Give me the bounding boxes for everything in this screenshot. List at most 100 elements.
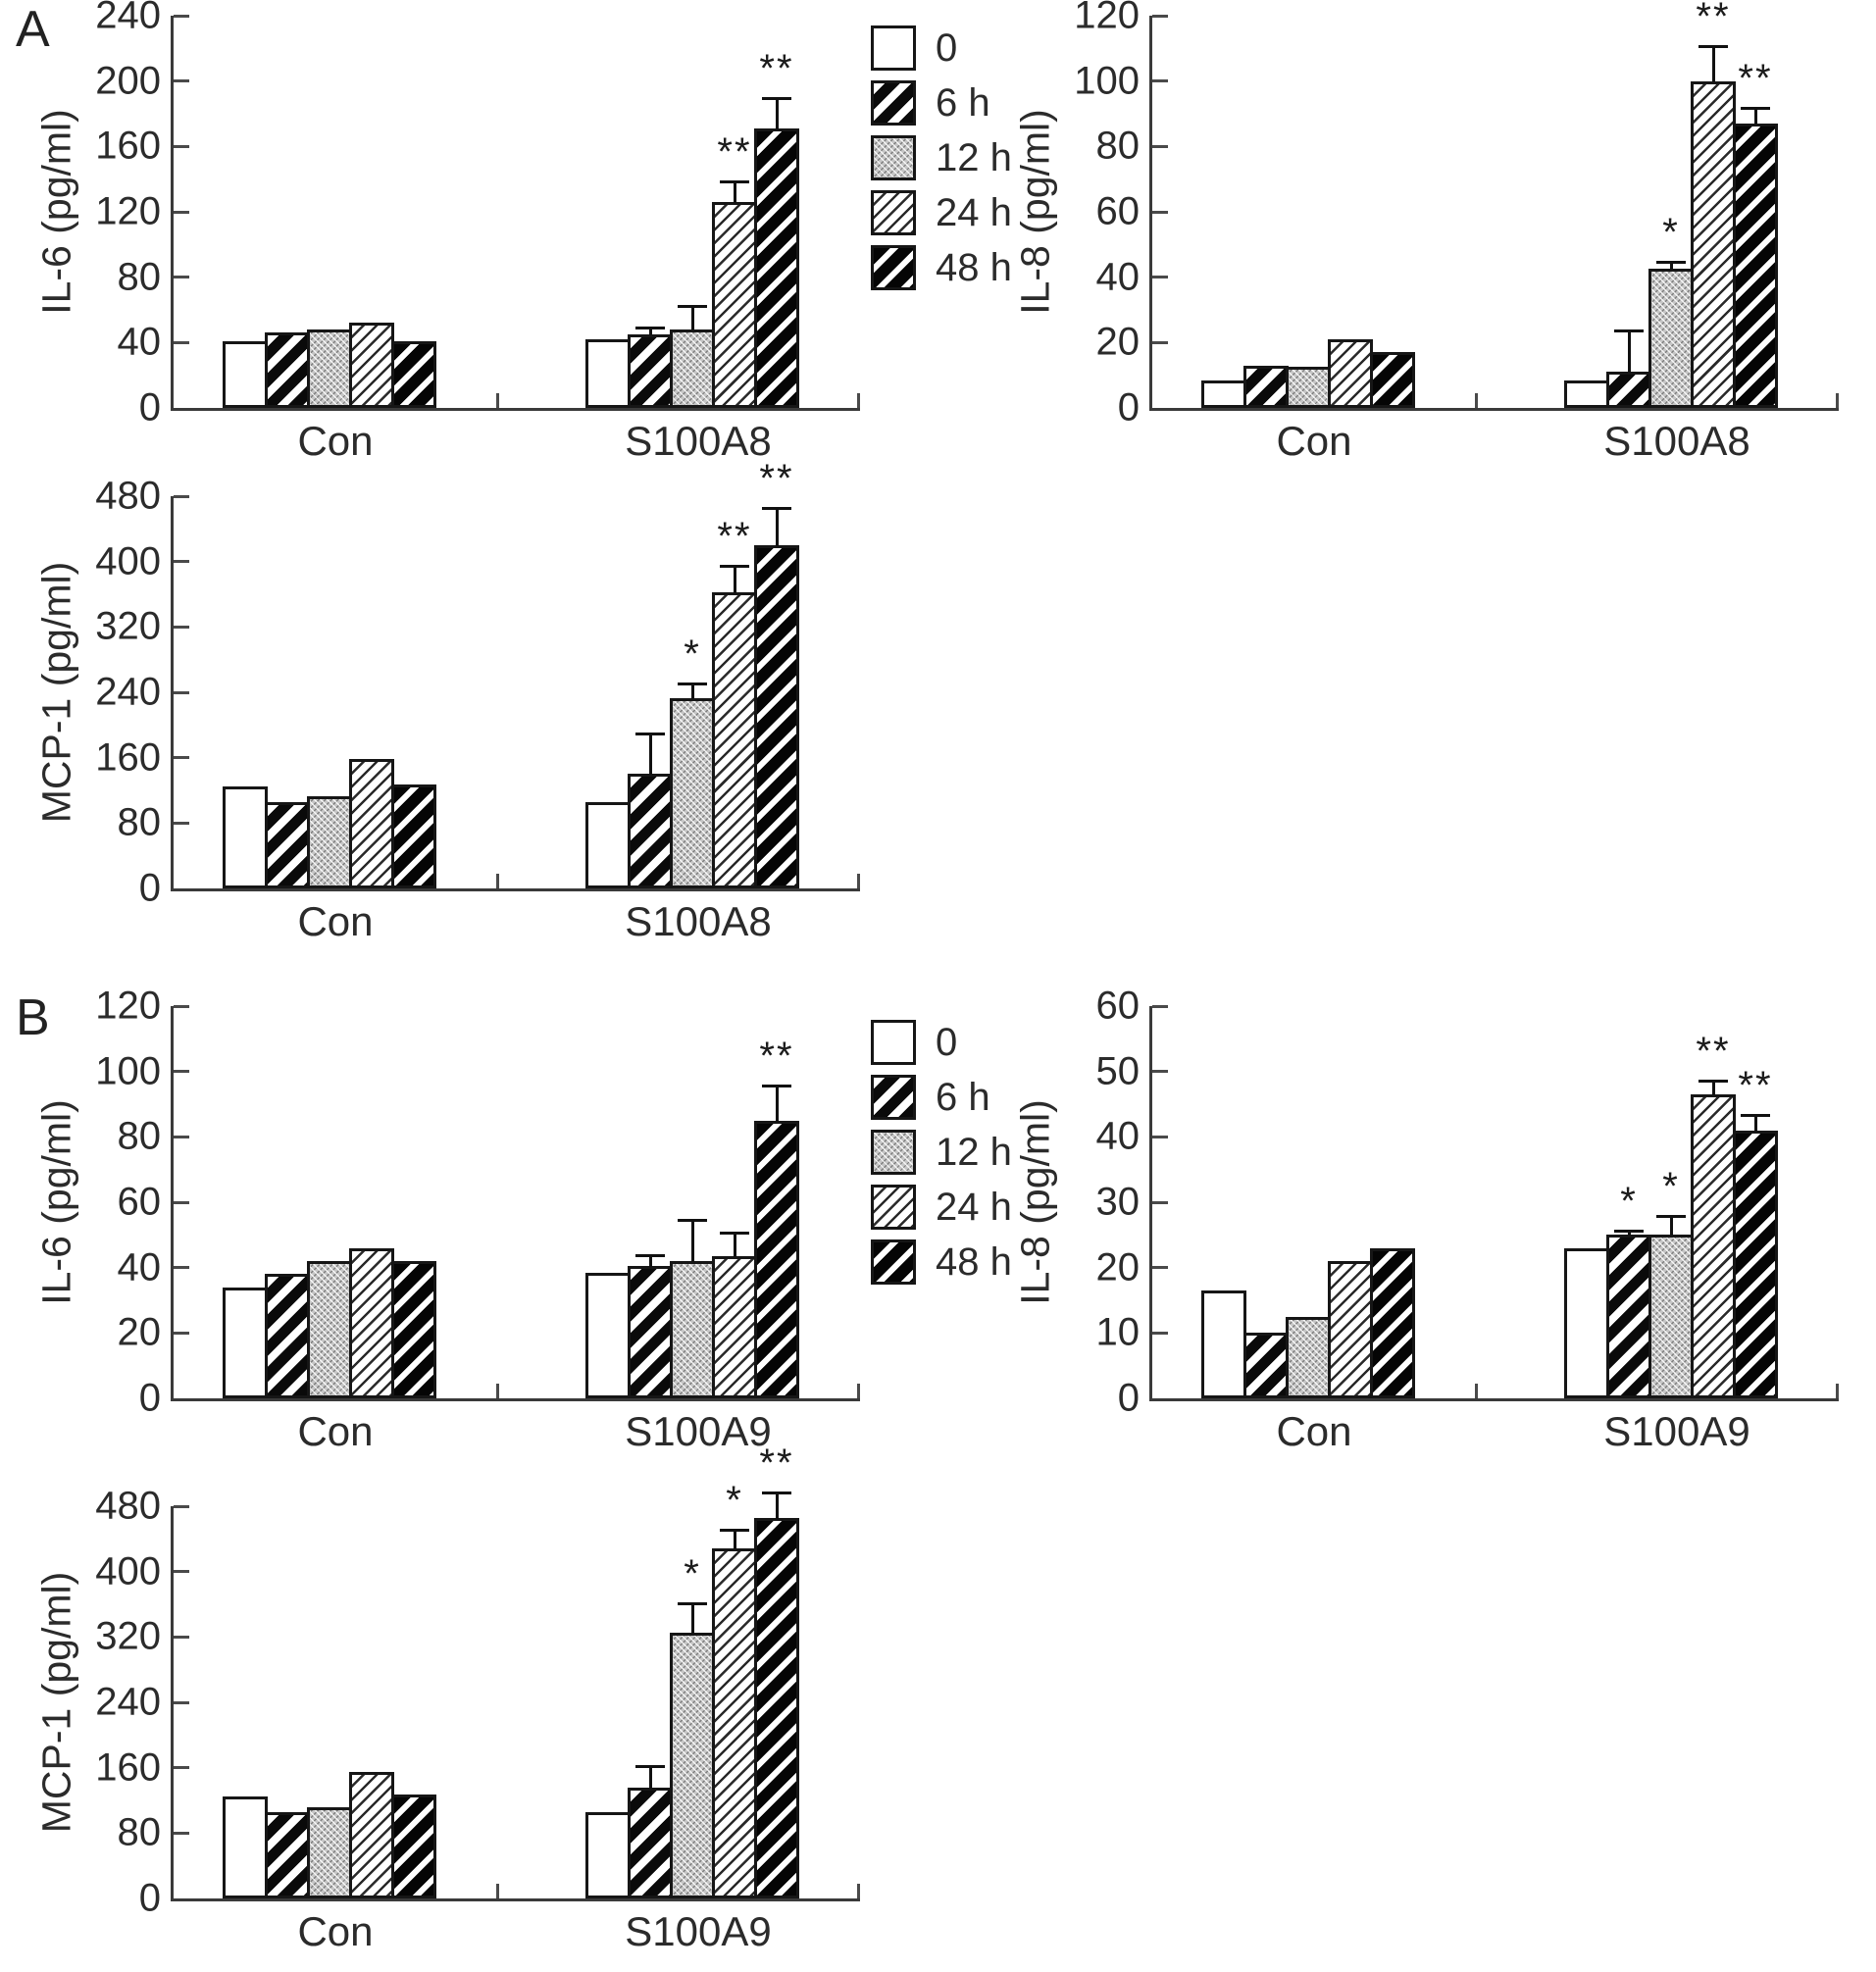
- y-tick-label: 100: [1074, 59, 1140, 103]
- error-bar-cap: [678, 683, 707, 685]
- group-label-con: Con: [297, 1408, 374, 1454]
- legend-swatch-pat-12: [871, 135, 916, 180]
- error-bar-cap: [635, 1765, 665, 1768]
- y-tick-label: 160: [95, 1745, 161, 1790]
- significance-marker: **: [1696, 0, 1731, 38]
- bar-con-0: [1201, 380, 1246, 408]
- bar-s100a8-24h: [712, 592, 757, 888]
- plot-area: Con ** S100A9: [171, 1004, 860, 1454]
- bar-s100a9-48h: [1733, 1131, 1778, 1398]
- x-tick-mark: [857, 874, 860, 888]
- y-tick-mark: [1152, 1331, 1168, 1335]
- bar-con-12h: [307, 796, 352, 888]
- y-tick-label: 120: [95, 984, 161, 1028]
- bar-con-0: [223, 786, 268, 888]
- bar-con-0: [223, 1288, 268, 1398]
- y-tick-mark: [174, 340, 189, 344]
- bar-s100a8-12h: [670, 329, 715, 408]
- error-bar-stem: [1753, 107, 1757, 125]
- bar-con-24h: [349, 1772, 394, 1898]
- legend-label: 12 h: [936, 1130, 1012, 1174]
- legend-label: 0: [936, 25, 958, 70]
- bar-s100a9-6h: [628, 1788, 673, 1898]
- bar-s100a9-0: [585, 1273, 631, 1398]
- bar-con-48h: [391, 784, 436, 888]
- y-axis-labels: 0 10 20 30 40 50 60: [1063, 985, 1149, 1420]
- error-bar-stem: [648, 1765, 652, 1789]
- y-tick-mark: [1152, 1266, 1168, 1270]
- legend-item: 6 h: [871, 80, 1012, 126]
- y-axis-title: MCP-1 (pg/ml): [33, 1571, 79, 1834]
- x-tick-mark: [1836, 393, 1839, 408]
- y-tick-mark: [174, 1135, 189, 1138]
- y-tick-mark: [174, 756, 189, 760]
- legend-label: 6 h: [936, 80, 990, 125]
- y-tick-label: 0: [138, 1376, 161, 1420]
- x-tick-mark: [857, 393, 860, 408]
- bar-con-48h: [1370, 1248, 1415, 1398]
- error-bar-stem: [775, 507, 779, 546]
- group-label-s100a8: S100A8: [625, 418, 772, 464]
- legend-label: 48 h: [936, 1239, 1012, 1284]
- y-tick-mark: [174, 276, 189, 279]
- bar-s100a8-24h: [712, 202, 757, 408]
- group-label-s100a9: S100A9: [625, 1908, 772, 1954]
- error-bar-cap: [1699, 45, 1728, 48]
- error-bar-cap: [678, 1219, 707, 1222]
- legend-item: 48 h: [871, 245, 1012, 290]
- bar-s100a9-6h: [1606, 1235, 1651, 1398]
- y-tick-mark: [174, 1766, 189, 1770]
- error-bar-stem: [690, 683, 694, 699]
- y-tick-label: 240: [95, 0, 161, 37]
- error-bar-cap: [635, 1254, 665, 1257]
- error-bar-cap: [678, 1602, 707, 1605]
- y-axis-title-col: MCP-1 (pg/ml): [29, 496, 84, 888]
- error-bar-stem: [733, 1529, 736, 1549]
- plot-area: Con ** ** S100A8: [171, 14, 860, 464]
- y-tick-label: 0: [138, 866, 161, 910]
- significance-marker: **: [1738, 57, 1773, 100]
- y-axis-title: IL-6 (pg/ml): [33, 109, 79, 315]
- x-tick-mark: [1475, 393, 1478, 408]
- y-tick-mark: [174, 14, 189, 18]
- error-bar-stem: [690, 1602, 694, 1634]
- y-tick-label: 0: [138, 385, 161, 430]
- bar-s100a9-24h: [1691, 1094, 1736, 1398]
- legend-item: 6 h: [871, 1075, 1012, 1120]
- error-bar-cap: [1656, 1215, 1686, 1218]
- bar-con-48h: [1370, 352, 1415, 408]
- legend-item: 0: [871, 25, 1012, 71]
- y-tick-mark: [1152, 144, 1168, 148]
- error-bar-stem: [1753, 1114, 1757, 1132]
- y-tick-mark: [174, 1831, 189, 1835]
- bar-s100a8-6h: [628, 334, 673, 408]
- y-tick-mark: [1152, 1070, 1168, 1074]
- significance-marker: **: [1738, 1064, 1773, 1107]
- y-tick-mark: [174, 1504, 189, 1508]
- y-axis-title: IL-8 (pg/ml): [1012, 109, 1058, 315]
- y-axis-title: MCP-1 (pg/ml): [33, 561, 79, 824]
- error-bar-cap: [678, 305, 707, 308]
- x-tick-mark: [496, 393, 499, 408]
- legend-item: 12 h: [871, 1130, 1012, 1175]
- error-bar-stem: [733, 565, 736, 593]
- bar-con-0: [1201, 1290, 1246, 1398]
- y-tick-label: 0: [1117, 385, 1140, 430]
- bar-con-12h: [1286, 1317, 1331, 1398]
- bar-s100a8-0: [585, 339, 631, 408]
- error-bar-cap: [720, 180, 749, 183]
- bar-con-6h: [265, 332, 310, 408]
- bar-s100a9-12h: [670, 1633, 715, 1898]
- panel-a-label: A: [16, 1, 50, 58]
- significance-marker: *: [726, 1479, 743, 1522]
- significance-marker: *: [684, 632, 701, 676]
- y-tick-label: 320: [95, 1614, 161, 1658]
- error-bar-stem: [1669, 261, 1673, 270]
- bar-con-12h: [1286, 367, 1331, 408]
- y-axis-title-col: IL-6 (pg/ml): [29, 16, 84, 408]
- error-bar-cap: [1656, 261, 1686, 264]
- significance-marker: *: [1620, 1180, 1638, 1223]
- y-tick-label: 320: [95, 604, 161, 648]
- error-bar-stem: [648, 733, 652, 775]
- significance-marker: *: [1662, 1165, 1680, 1208]
